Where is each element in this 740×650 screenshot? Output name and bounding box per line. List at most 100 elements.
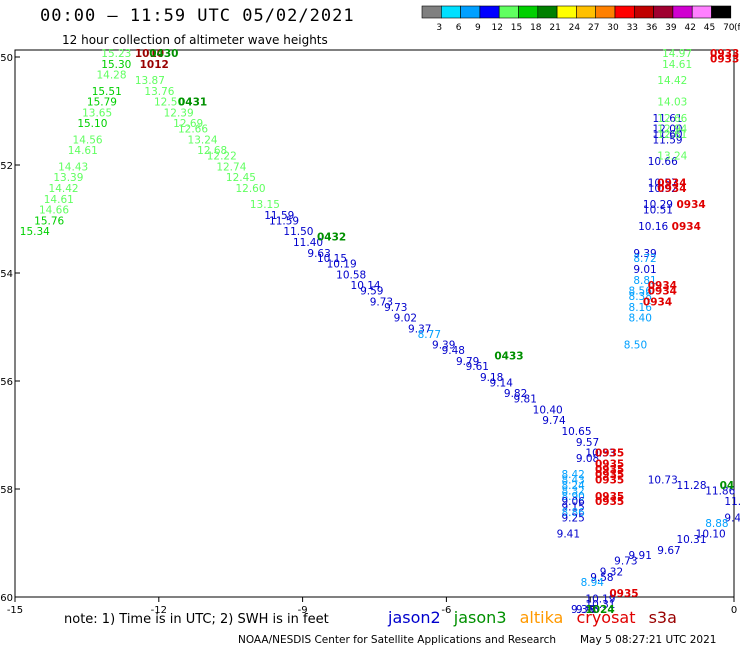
swh-point: 9.81 <box>514 394 537 406</box>
swh-point: 9.58 <box>590 572 613 584</box>
time-label: 0934 <box>648 280 677 292</box>
swh-point: 9.73 <box>614 556 637 568</box>
y-tick-label: -50 <box>0 53 13 64</box>
time-label: 0935 <box>595 496 624 508</box>
swh-point: 8.86 <box>561 507 585 519</box>
colorbar-swatch <box>614 5 635 19</box>
swh-point: 9.95 <box>576 604 599 616</box>
x-tick-label: -6 <box>441 605 451 616</box>
colorbar-label: 39 <box>665 23 677 33</box>
y-tick-label: -56 <box>0 377 13 388</box>
swh-point: 9.14 <box>490 377 514 389</box>
swh-point: 9.08 <box>576 453 599 465</box>
time-label: 0431 <box>178 97 207 109</box>
swh-point: 9.41 <box>557 529 580 541</box>
swh-point: 15.30 <box>101 59 131 71</box>
swh-point: 13.87 <box>135 75 165 87</box>
swh-point: 12.94 <box>657 124 687 136</box>
swh-point: 9.15 <box>561 502 584 514</box>
colorbar-swatch <box>537 5 558 19</box>
swh-point: 9.61 <box>466 361 489 373</box>
swh-point: 12.66 <box>178 124 208 136</box>
time-label: 0432 <box>317 232 346 244</box>
colorbar-swatch <box>633 5 654 19</box>
y-tick-label: -54 <box>0 269 13 280</box>
colorbar-label: 18 <box>530 23 542 33</box>
time-labels: 1010043010120431043204330410240933093309… <box>135 48 739 616</box>
colorbar-swatch <box>595 5 616 19</box>
colorbar-label: 24 <box>569 23 581 33</box>
swh-point: 12.69 <box>173 118 203 130</box>
swh-point: 9.35 <box>571 604 594 616</box>
swh-point: 8.50 <box>624 340 647 352</box>
time-label: 04 <box>720 480 735 492</box>
swh-point: 9.37 <box>408 323 431 335</box>
swh-point: 11.28 <box>676 480 706 492</box>
time-label: 0430 <box>149 48 178 60</box>
time-label: 0934 <box>672 221 701 233</box>
swh-point: 11.40 <box>293 237 323 249</box>
colorbar-label: 33 <box>627 23 638 33</box>
swh-point: 14.61 <box>68 145 98 157</box>
swh-point: 9.18 <box>480 372 503 384</box>
swh-point: 10.40 <box>533 404 563 416</box>
swh-point: 12.74 <box>216 161 246 173</box>
colorbar-label: 15 <box>511 23 522 33</box>
satellite-legend: jason2 jason3 altika cryosat s3a <box>388 608 685 627</box>
swh-point: 14.56 <box>73 134 103 146</box>
legend-altika: altika <box>519 608 564 627</box>
swh-point: 12.60 <box>235 183 265 195</box>
generation-timestamp: May 5 08:27:21 UTC 2021 <box>580 634 717 646</box>
x-tick-label: 0 <box>731 605 737 616</box>
swh-point: 15.23 <box>101 48 131 60</box>
time-label: 0934 <box>657 178 686 190</box>
time-label: 0935 <box>595 469 624 481</box>
swh-point: 14.43 <box>58 161 88 173</box>
swh-point: 15.10 <box>77 118 107 130</box>
colorbar-label: 27 <box>588 23 599 33</box>
colorbar-label: (ft) <box>734 23 740 33</box>
swh-point: 10.14 <box>351 280 381 292</box>
swh-point: 14.61 <box>44 194 74 206</box>
swh-point: 8.81 <box>633 275 656 287</box>
time-label: 0934 <box>676 199 705 211</box>
swh-point: 11.59 <box>269 215 299 227</box>
swh-point: 13.65 <box>82 107 112 119</box>
swh-point: 8.16 <box>629 302 653 314</box>
swh-point: 14.28 <box>96 70 126 82</box>
swh-point: 10.19 <box>327 259 357 271</box>
page-subtitle: 12 hour collection of altimeter wave hei… <box>62 33 328 47</box>
swh-point: 10.19 <box>585 593 615 605</box>
plot-frame <box>14 49 735 598</box>
swh-point: 10.31 <box>585 599 615 611</box>
colorbar-swatch <box>556 5 577 19</box>
swh-point: 11.59 <box>653 134 683 146</box>
swh-point: 14.61 <box>662 59 692 71</box>
time-label: 1024 <box>585 604 614 616</box>
x-tick-label: -15 <box>7 605 23 616</box>
x-tick-label: -9 <box>298 605 308 616</box>
time-label: 0935 <box>609 588 638 600</box>
swh-point: 11.86 <box>705 485 735 497</box>
swh-point: 9.91 <box>629 550 652 562</box>
legend-cryosat: cryosat <box>576 608 636 627</box>
colorbar-label: 12 <box>491 23 502 33</box>
swh-point: 9.02 <box>394 313 417 325</box>
time-label: 0935 <box>595 448 624 460</box>
swh-point: 10.57 <box>648 178 678 190</box>
swh-point: 8.38 <box>629 291 652 303</box>
swh-point: 10.16 <box>638 221 668 233</box>
x-tick-label: -12 <box>151 605 167 616</box>
swh-point: 8.32 <box>561 485 584 497</box>
swh-point: 9.73 <box>370 296 393 308</box>
colorbar-swatch <box>672 5 693 19</box>
swh-point: 9.32 <box>600 566 623 578</box>
swh-point: 15.51 <box>92 86 122 98</box>
footnote: note: 1) Time is in UTC; 2) SWH is in fe… <box>64 612 329 627</box>
swh-point: 10.66 <box>648 156 678 168</box>
colorbar-label: 45 <box>704 23 715 33</box>
swh-point: 10.51 <box>643 205 673 217</box>
colorbar-label: 3 <box>436 23 442 33</box>
colorbar-swatch <box>653 5 674 19</box>
